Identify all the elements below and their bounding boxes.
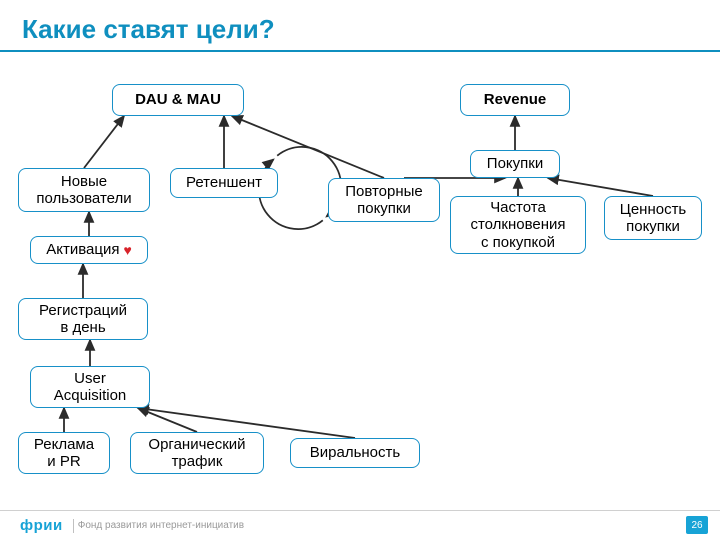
node-label: Ретеншент [186,174,262,191]
node-label: Рекламаи PR [34,436,94,471]
heart-icon: ♥ [123,242,131,258]
footer-subtitle: Фонд развития интернет-инициатив [73,519,244,533]
node-label: Виральность [310,444,400,461]
footer: фрии Фонд развития интернет-инициатив [0,510,720,540]
node-label: Повторныепокупки [345,183,423,218]
node-virality: Виральность [290,438,420,468]
node-repeat: Повторныепокупки [328,178,440,222]
node-value: Ценностьпокупки [604,196,702,240]
node-label: Покупки [487,155,543,172]
node-organic: Органическийтрафик [130,432,264,474]
node-new-users: Новыепользователи [18,168,150,212]
node-label: Новыепользователи [36,173,131,208]
node-user-acq: UserAcquisition [30,366,150,408]
node-frequency: Частотастолкновенияс покупкой [450,196,586,254]
node-dau-mau: DAU & MAU [112,84,244,116]
node-label: Органическийтрафик [148,436,245,471]
page-title: Какие ставят цели? [22,14,275,45]
node-purchases: Покупки [470,150,560,178]
node-revenue: Revenue [460,84,570,116]
node-label: UserAcquisition [54,370,127,405]
slide-number-badge: 26 [686,516,708,534]
node-activation: Активация♥ [30,236,148,264]
footer-logo: фрии [20,517,63,534]
node-label: Частотастолкновенияс покупкой [470,199,565,251]
node-ads-pr: Рекламаи PR [18,432,110,474]
node-label: Регистрацийв день [39,302,127,337]
node-label: Revenue [484,91,547,108]
node-label: Активация [46,241,119,258]
node-retention: Ретеншент [170,168,278,198]
node-label: DAU & MAU [135,91,221,108]
node-label: Ценностьпокупки [620,201,687,236]
title-underline [0,50,720,52]
node-reg-day: Регистрацийв день [18,298,148,340]
